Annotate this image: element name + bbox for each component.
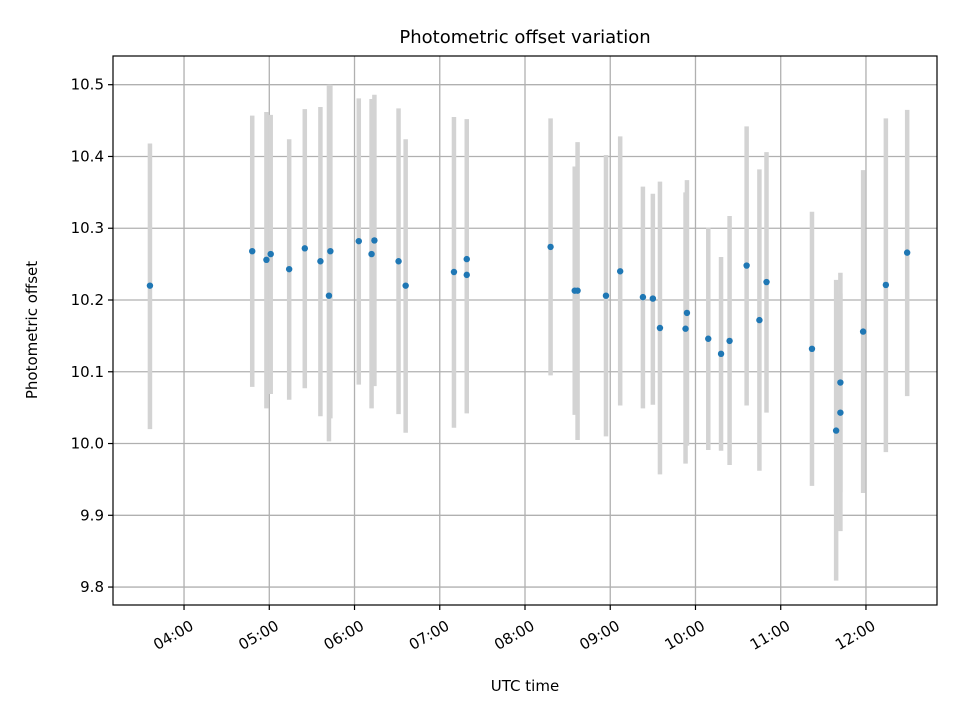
y-tick-label: 9.9 [80,506,104,524]
data-point [450,268,458,276]
data-point [463,271,470,279]
data-point [355,237,362,245]
data-point [574,287,581,294]
y-axis-label: Photometric offset [23,261,41,399]
data-point [146,282,154,289]
y-tick-label: 10.4 [71,147,104,165]
y-tick-label: 10.2 [71,291,104,309]
data-point [903,249,911,256]
data-point [717,350,725,358]
data-point [317,258,324,265]
data-point [263,256,270,264]
data-point-layer [146,237,911,434]
y-tick-label: 10.3 [71,219,104,237]
data-point [547,243,554,251]
data-point [301,245,308,252]
data-point [371,237,378,244]
data-point [639,293,647,301]
data-point [837,379,844,386]
data-point [882,281,890,289]
data-point [616,268,624,275]
data-point [859,328,867,335]
data-point [705,335,712,342]
data-point [463,255,470,263]
data-point [402,282,409,289]
x-axis-label: UTC time [491,677,559,695]
data-point [837,409,844,416]
data-point [267,250,274,258]
data-point [649,295,657,302]
data-point [327,248,334,255]
data-point [368,250,375,258]
y-tick-label: 9.8 [80,578,104,596]
y-tick-label: 10.5 [71,76,104,94]
data-point [656,324,664,332]
y-tick-label: 10.0 [71,435,104,453]
data-point [763,278,770,286]
data-point [602,292,610,299]
chart-title: Photometric offset variation [399,27,650,48]
data-point [683,309,691,317]
grid-layer [113,56,937,605]
data-point [325,292,333,299]
data-point [808,345,816,352]
data-point [395,258,402,265]
data-point [682,325,689,332]
data-point [743,262,750,269]
data-point [285,265,293,273]
y-tick-label: 10.1 [71,363,104,381]
data-point [832,427,840,434]
data-point [249,248,256,255]
data-point [756,316,763,324]
data-point [726,337,733,345]
